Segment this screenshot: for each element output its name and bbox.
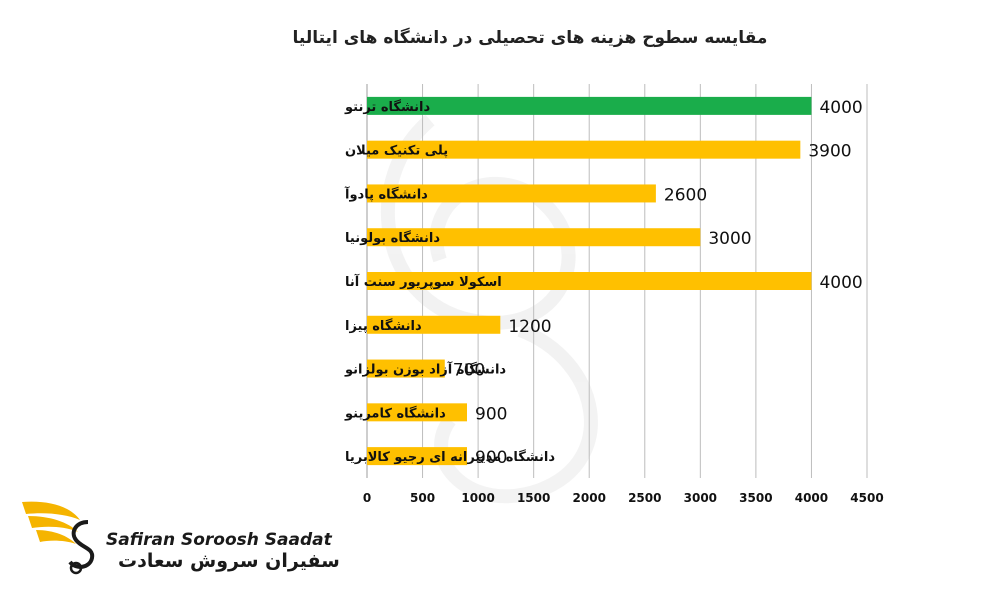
x-tick-label: 2000 <box>573 491 606 505</box>
category-label: اسکولا سوپریور سنت آنا <box>345 273 502 290</box>
data-label: 900 <box>475 448 507 468</box>
category-label: دانشگاه پادوآ <box>344 185 428 202</box>
watermark-swirl <box>380 114 598 504</box>
winged-s-logo-icon <box>22 501 95 575</box>
data-label: 2600 <box>664 185 707 205</box>
x-tick-label: 3000 <box>684 491 717 505</box>
data-label: 1200 <box>508 317 551 337</box>
bar <box>367 140 801 159</box>
data-label: 3000 <box>708 229 751 249</box>
x-tick-label: 500 <box>410 491 435 505</box>
x-tick-label: 3500 <box>739 491 772 505</box>
data-label: 4000 <box>819 98 862 118</box>
x-tick-label: 2500 <box>628 491 661 505</box>
data-label: 3900 <box>808 142 851 162</box>
x-tick-label: 1500 <box>517 491 550 505</box>
category-label: دانشگاه مدیترانه ای رجیو کالابریا <box>345 449 555 465</box>
category-label: دانشگاه کامرینو <box>344 405 446 421</box>
bar <box>367 359 445 378</box>
logo-name-en: Safiran Soroosh Saadat <box>106 530 332 550</box>
category-label: دانشگاه بولونیا <box>345 230 440 246</box>
data-label: 900 <box>475 404 507 424</box>
category-label: پلی تکنیک میلان <box>345 144 448 159</box>
category-label: دانشگاه آزاد بوزن بولزانو <box>344 361 506 378</box>
bar <box>367 272 812 290</box>
x-tick-label: 0 <box>363 491 371 505</box>
bar <box>367 96 812 115</box>
data-label: 4000 <box>819 273 862 293</box>
bar <box>367 184 656 203</box>
logo-name-fa: سفیران سروش سعادت <box>118 550 340 572</box>
data-label: 700 <box>453 361 485 381</box>
x-tick-label: 4500 <box>850 491 883 505</box>
category-label: دانشگاه پیزا <box>345 318 422 334</box>
chart-title: مقایسه سطوح هزینه های تحصیلی در دانشگاه … <box>292 28 768 48</box>
category-label: دانشگاه ترنتو <box>344 99 431 115</box>
bar <box>367 403 467 422</box>
bar <box>367 228 701 247</box>
bar <box>367 315 501 334</box>
bar <box>367 447 467 466</box>
x-tick-label: 1000 <box>461 491 494 505</box>
x-tick-label: 4000 <box>795 491 828 505</box>
brand-logo: Safiran Soroosh Saadat سفیران سروش سعادت <box>18 492 340 582</box>
